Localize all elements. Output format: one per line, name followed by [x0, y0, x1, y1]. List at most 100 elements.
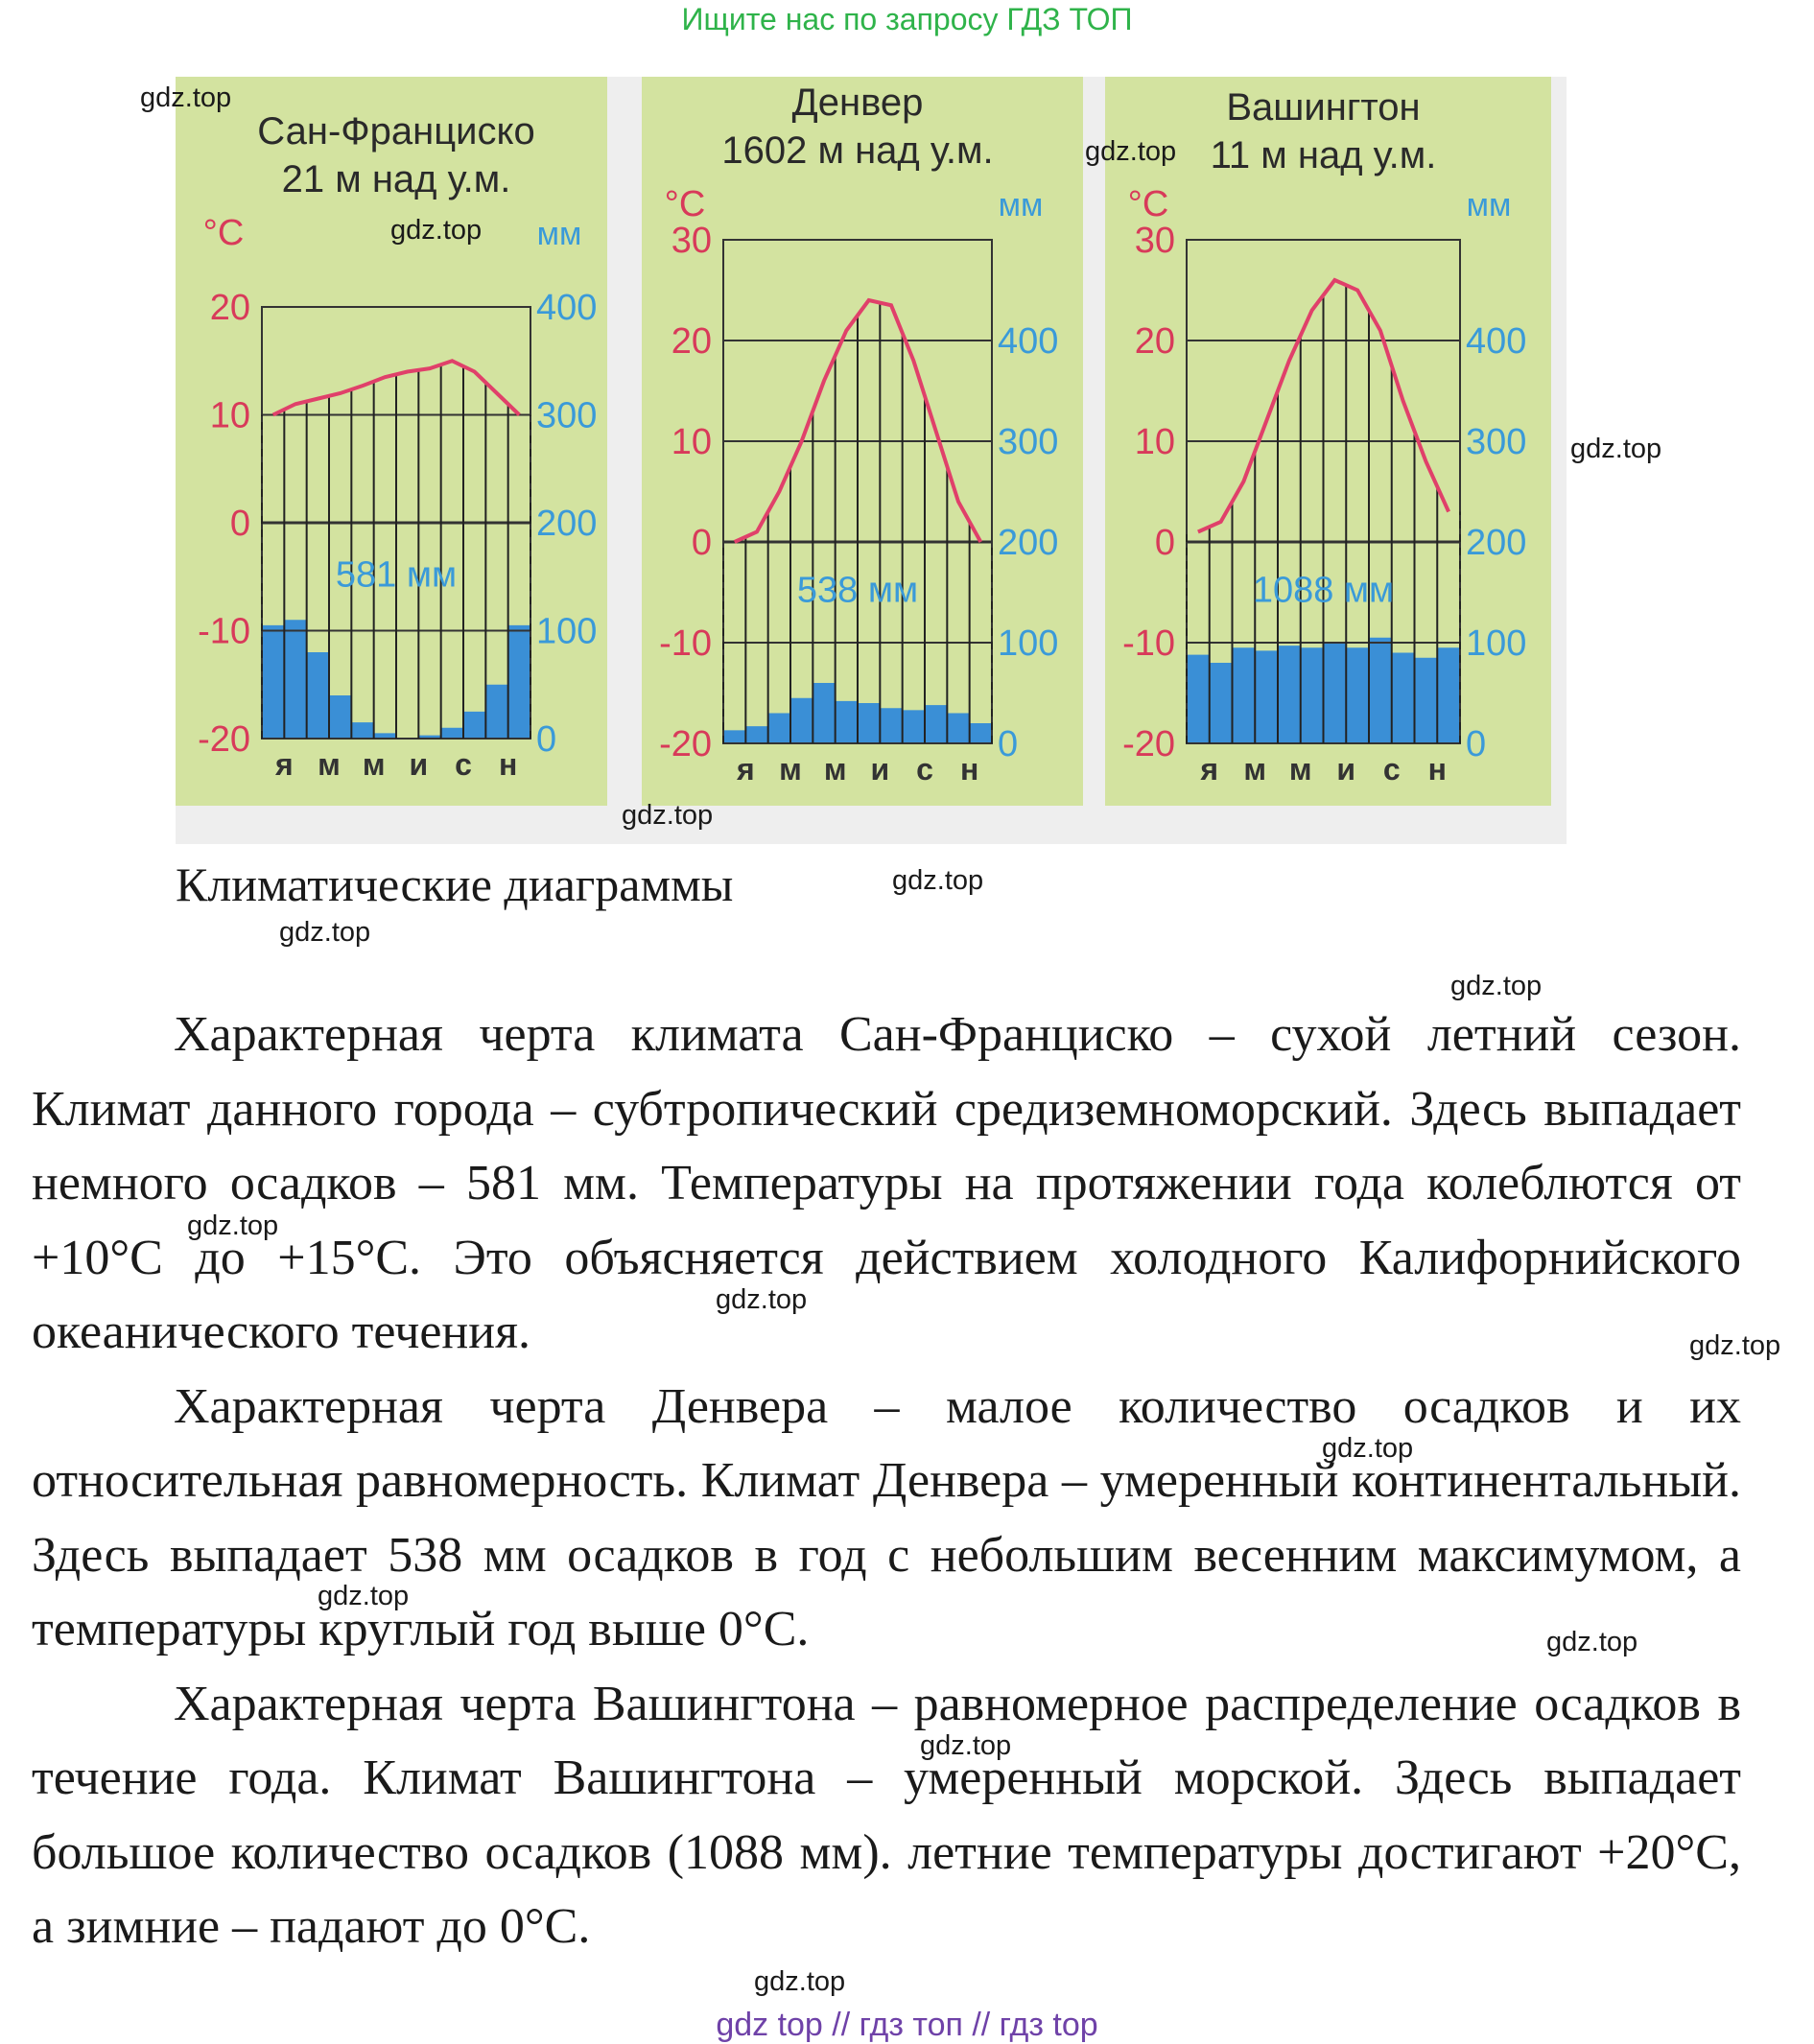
chart-title-line: 11 м над у.м.: [1211, 134, 1437, 176]
chart-panel-2: Денвер 1602 м над у.м. °C мм 538 мм 30 20 10 0 -1…: [642, 77, 1083, 806]
watermark: gdz.top: [1689, 1330, 1781, 1361]
precip-bar: [329, 695, 352, 739]
precip-tick-label: 300: [998, 422, 1058, 462]
temp-tick-label: 0: [1155, 523, 1175, 563]
watermark: gdz.top: [279, 917, 371, 948]
precip-bar: [306, 652, 329, 739]
watermark: gdz.top: [1450, 971, 1543, 1001]
precip-bar: [463, 711, 486, 739]
watermark: gdz.top: [622, 800, 714, 831]
temp-tick-label: 20: [1135, 321, 1175, 362]
precip-tick-label: 0: [998, 724, 1018, 764]
precip-tick-label: 400: [1466, 321, 1526, 362]
precip-bar: [1278, 646, 1301, 743]
precip-bar: [1414, 657, 1438, 743]
temp-tick-label: 10: [210, 396, 250, 436]
precip-total-label: 581 мм: [336, 554, 457, 595]
precip-bar: [925, 705, 948, 743]
month-label: н: [960, 752, 978, 787]
watermark: gdz.top: [1085, 136, 1177, 167]
temp-tick-label: -20: [659, 724, 712, 764]
month-label: м: [318, 747, 341, 782]
watermark: gdz.top: [1546, 1627, 1638, 1657]
watermark: gdz.top: [1322, 1433, 1414, 1464]
precip-tick-label: 100: [536, 612, 597, 652]
watermark: gdz.top: [390, 215, 483, 246]
chart-title-line: Сан-Франциско: [257, 110, 534, 153]
chart-title-line: 21 м над у.м.: [282, 158, 511, 200]
answer-text: Характерная черта климата Сан-Франциско …: [32, 998, 1741, 1964]
precip-bar: [880, 708, 903, 743]
temp-tick-label: -10: [1122, 623, 1175, 664]
chart-svg-1: Сан-Франциско 21 м над у.м. °C мм 581 мм 20 10…: [198, 110, 597, 782]
temp-tick-label: 0: [230, 504, 250, 544]
paragraph-washington: Характерная черта Вашингтона – равномерн…: [32, 1676, 1741, 1955]
precip-tick-label: 300: [536, 396, 597, 436]
precip-bar: [767, 713, 790, 743]
temp-tick-label: 10: [671, 422, 712, 462]
chart-panel-3: Вашингтон 11 м над у.м. °C мм 1088 мм 30 20 10 0…: [1105, 77, 1551, 806]
precip-tick-label: 300: [1466, 422, 1526, 462]
month-label: н: [1428, 752, 1447, 787]
temp-tick-label: -10: [198, 612, 250, 652]
precip-tick-label: 0: [1466, 724, 1486, 764]
temp-unit-label: °C: [203, 213, 245, 253]
temperature-line: [271, 359, 521, 417]
month-label: с: [1383, 752, 1401, 787]
precip-bar: [440, 727, 463, 739]
precip-bar: [1391, 652, 1415, 743]
precip-bar: [902, 710, 925, 743]
precip-total-label: 538 мм: [797, 571, 918, 611]
precip-bar: [745, 726, 768, 743]
precip-bar: [1232, 647, 1256, 743]
temp-tick-label: -10: [659, 623, 712, 664]
temp-tick-label: 20: [210, 288, 250, 328]
temp-tick-label: -20: [1122, 724, 1175, 764]
paragraph-san-francisco: Характерная черта климата Сан-Франциско …: [32, 1007, 1741, 1359]
month-label: н: [499, 747, 517, 782]
precip-bar: [373, 733, 396, 739]
watermark: gdz.top: [318, 1581, 410, 1611]
chart-title-line: Денвер: [792, 82, 924, 124]
precip-tick-label: 400: [998, 321, 1058, 362]
month-label: и: [870, 752, 889, 787]
month-label: м: [779, 752, 802, 787]
watermark: gdz.top: [187, 1210, 279, 1241]
month-label: и: [1336, 752, 1355, 787]
watermark: gdz.top: [140, 82, 232, 113]
month-label: м: [1289, 752, 1312, 787]
precip-bar: [351, 722, 374, 739]
watermark: gdz.top: [716, 1284, 808, 1315]
precip-bar: [969, 723, 992, 743]
precip-tick-label: 200: [1466, 523, 1526, 563]
precip-total-label: 1088 мм: [1253, 571, 1394, 611]
precip-tick-label: 400: [536, 288, 597, 328]
chart-title-line: 1602 м над у.м.: [721, 129, 993, 172]
month-label: и: [409, 747, 428, 782]
temp-tick-label: 30: [671, 221, 712, 261]
month-label: м: [1243, 752, 1266, 787]
month-label: с: [455, 747, 472, 782]
precip-bar: [947, 713, 970, 743]
precip-bar: [485, 684, 508, 739]
precip-bar: [1300, 647, 1324, 743]
precip-tick-label: 200: [998, 523, 1058, 563]
precip-bar: [723, 730, 746, 743]
temp-tick-label: 0: [692, 523, 712, 563]
temp-tick-label: 10: [1135, 422, 1175, 462]
precip-tick-label: 100: [998, 623, 1058, 664]
figure-caption: Климатические диаграммы: [176, 858, 734, 911]
precip-bar: [1437, 647, 1460, 743]
temp-unit-label: °C: [1128, 184, 1169, 224]
precip-bar: [858, 703, 881, 743]
temp-tick-label: 20: [671, 321, 712, 362]
watermark: gdz.top: [892, 865, 984, 896]
month-label: я: [274, 747, 294, 782]
precip-bar: [1323, 643, 1347, 743]
precip-bar: [284, 620, 307, 739]
temp-tick-label: 30: [1135, 221, 1175, 261]
month-label: я: [1199, 752, 1218, 787]
paragraph-denver: Характерная черта Денвера – малое количе…: [32, 1378, 1741, 1657]
precip-tick-label: 100: [1466, 623, 1526, 664]
